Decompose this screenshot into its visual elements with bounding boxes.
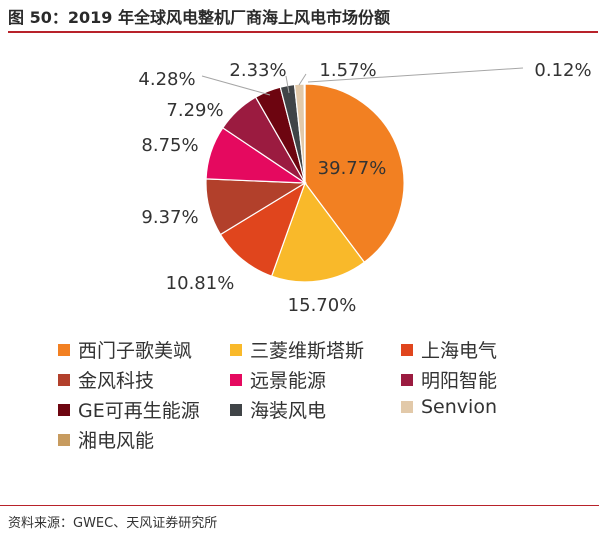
slice-data-label: 4.28% — [138, 69, 195, 90]
legend-label: 三菱维斯塔斯 — [250, 340, 365, 362]
slice-data-label: 39.77% — [318, 158, 387, 179]
legend-swatch — [58, 373, 70, 386]
legend-swatch — [401, 401, 413, 413]
legend-swatch — [230, 403, 242, 416]
slice-data-label: 1.57% — [319, 60, 376, 81]
figure-title: 图 50：2019 年全球风电整机厂商海上风电市场份额 — [8, 8, 390, 27]
legend-item: GE可再生能源 — [58, 396, 200, 423]
legend-label: 远景能源 — [250, 370, 327, 392]
label-leader-line — [201, 75, 271, 96]
legend-item: Senvion — [401, 396, 497, 418]
pie-slice — [219, 181, 307, 277]
slice-data-label: 0.12% — [534, 60, 591, 81]
legend-item: 海装风电 — [230, 396, 326, 423]
slice-data-label: 15.70% — [288, 295, 357, 316]
slice-data-label: 2.33% — [229, 60, 286, 81]
legend-item: 金风科技 — [58, 366, 154, 393]
legend-swatch — [401, 373, 413, 386]
legend-label: Senvion — [421, 396, 497, 418]
legend-label: 上海电气 — [421, 340, 498, 362]
legend-item: 明阳智能 — [401, 366, 497, 393]
title-divider — [8, 31, 598, 33]
source-note: 资料来源：GWEC、天风证券研究所 — [8, 516, 218, 531]
legend-swatch — [230, 373, 242, 386]
footer-divider — [0, 505, 599, 506]
legend-item: 湘电风能 — [58, 426, 154, 453]
slice-data-label: 8.75% — [141, 135, 198, 156]
legend-swatch — [401, 343, 413, 356]
legend-swatch — [230, 343, 242, 356]
pie-slice — [303, 83, 306, 184]
legend-swatch — [58, 343, 70, 356]
legend-label: 西门子歌美飒 — [78, 340, 193, 362]
legend-item: 三菱维斯塔斯 — [230, 336, 364, 363]
slice-data-label: 7.29% — [166, 100, 223, 121]
legend-item: 远景能源 — [230, 366, 326, 393]
legend-swatch — [58, 403, 70, 416]
label-leader-line — [285, 75, 290, 94]
slice-data-label: 10.81% — [166, 273, 235, 294]
legend-swatch — [58, 433, 70, 446]
pie-slice — [270, 181, 366, 283]
legend-label: GE可再生能源 — [78, 400, 200, 422]
pie-chart: 39.77% 15.70% 10.81% 9.37% 8.75% 7.29% 4.28% 2.… — [138, 60, 591, 316]
slice-data-label: 9.37% — [141, 207, 198, 228]
label-leader-line — [307, 67, 524, 83]
label-leader-line — [298, 73, 307, 86]
legend-label: 海装风电 — [250, 400, 327, 422]
pie-slice — [304, 83, 405, 264]
legend-item: 西门子歌美飒 — [58, 336, 192, 363]
legend-label: 湘电风能 — [78, 430, 155, 452]
legend-label: 明阳智能 — [421, 370, 498, 392]
legend-label: 金风科技 — [78, 370, 155, 392]
legend-item: 上海电气 — [401, 336, 497, 363]
